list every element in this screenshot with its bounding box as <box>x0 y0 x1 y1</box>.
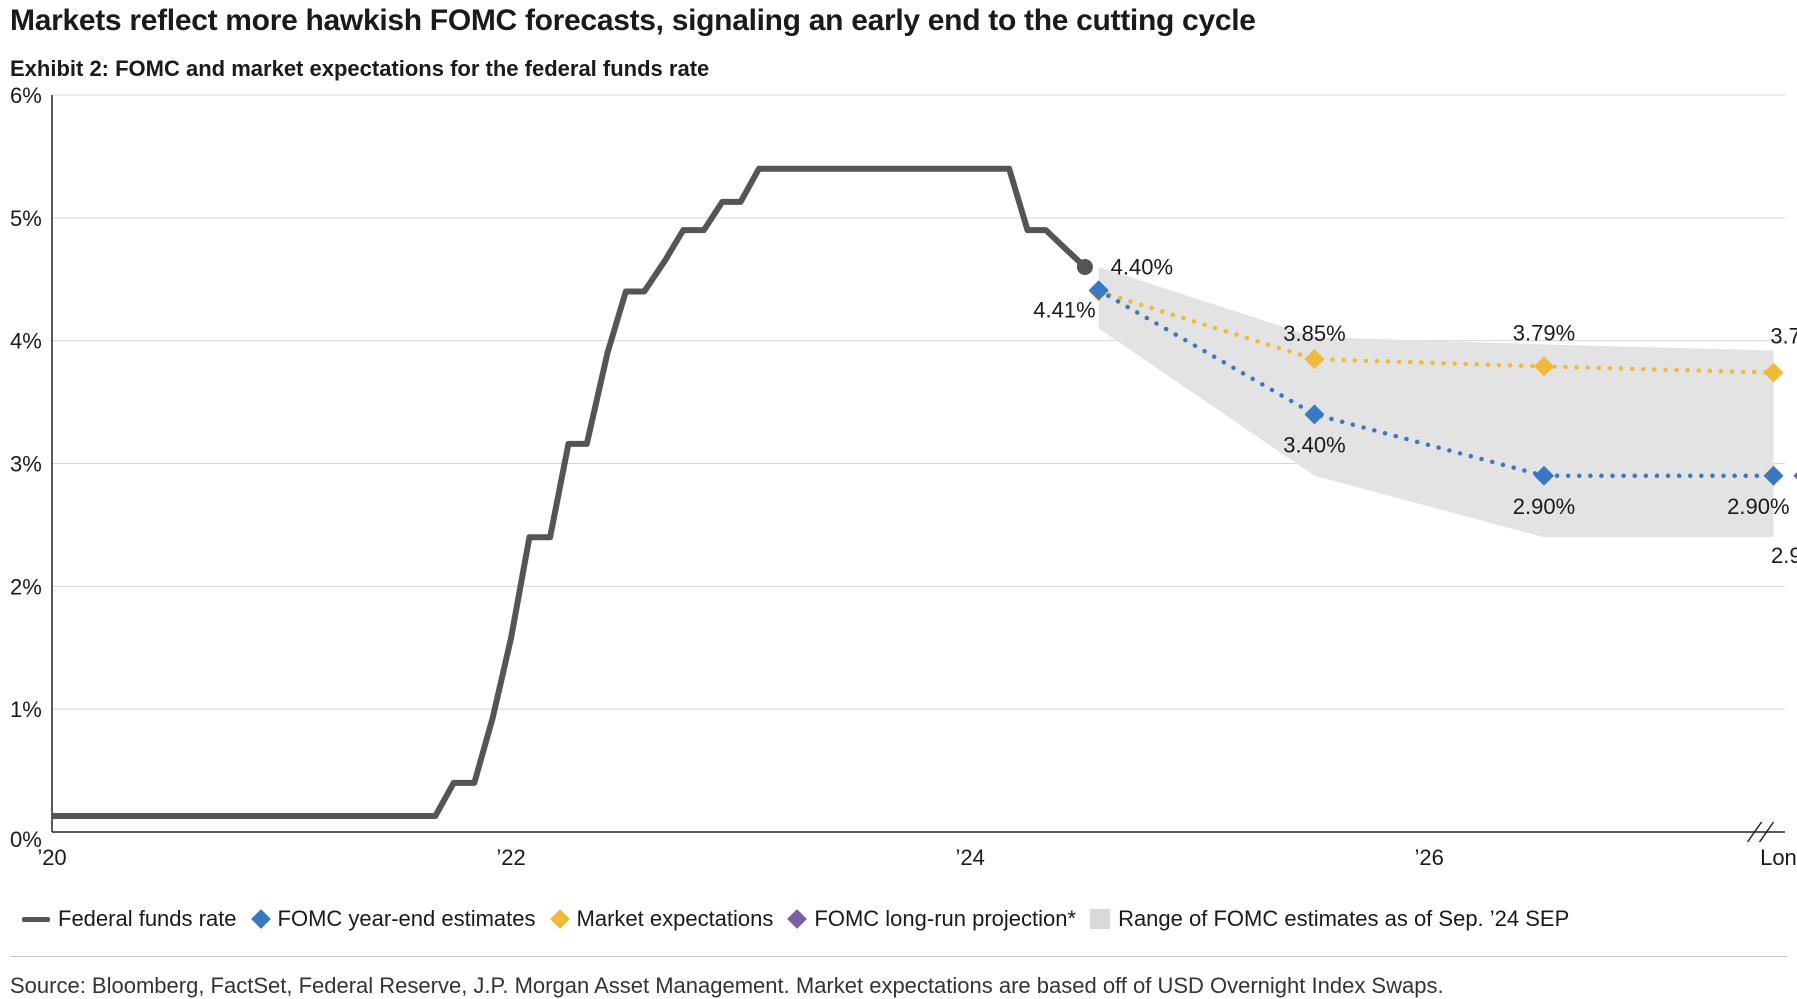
axis-break-mark <box>1758 821 1775 843</box>
y-tick-label: 3% <box>10 452 42 477</box>
x-tick-label: ’26 <box>1415 845 1444 870</box>
legend-label: FOMC long-run projection* <box>814 906 1077 931</box>
fomc-estimate-label: 2.90% <box>1727 494 1789 519</box>
legend-item-fed-funds: Federal funds rate <box>22 906 237 932</box>
y-tick-label: 0% <box>10 827 42 852</box>
legend-item-range: Range of FOMC estimates as of Sep. ’24 S… <box>1090 906 1569 932</box>
axis-break-mark <box>1746 821 1763 843</box>
legend-swatch-diamond <box>549 909 570 929</box>
x-tick-label: ’24 <box>955 845 984 870</box>
chart-legend: Federal funds rate FOMC year-end estimat… <box>22 906 1583 932</box>
fed-funds-endpoint <box>1076 258 1093 275</box>
y-tick-label: 5% <box>10 206 42 231</box>
legend-label: FOMC year-end estimates <box>277 906 536 931</box>
market-expectation-label: 3.79% <box>1513 320 1575 345</box>
y-tick-label: 2% <box>10 574 42 599</box>
legend-swatch-box <box>1090 909 1111 929</box>
legend-item-longrun: FOMC long-run projection* <box>787 906 1076 932</box>
market-expectation-label: 3.74% <box>1770 324 1797 349</box>
fomc-estimate-point <box>1088 280 1109 301</box>
x-tick-label: ’20 <box>37 845 66 870</box>
market-expectation-label: 3.85% <box>1283 321 1345 346</box>
fomc-range-band <box>1098 266 1774 538</box>
chart-subtitle: Exhibit 2: FOMC and market expectations … <box>10 56 710 81</box>
legend-label: Market expectations <box>576 906 774 931</box>
legend-label: Federal funds rate <box>58 906 237 931</box>
y-tick-label: 4% <box>10 329 42 354</box>
y-tick-label: 1% <box>10 697 42 722</box>
fomc-estimates-line <box>1096 288 1776 479</box>
y-tick-label: 6% <box>10 83 42 108</box>
legend-swatch-diamond <box>250 909 271 929</box>
fomc-estimate-point <box>1533 465 1554 486</box>
market-expectation-point <box>1533 356 1554 377</box>
legend-item-market: Market expectations <box>549 906 774 932</box>
fed-funds-line <box>52 165 1087 820</box>
legend-label: Range of FOMC estimates as of Sep. ’24 S… <box>1118 906 1570 931</box>
chart-plot: 0% 1% 2% 3% 4% 5% 6% ’20 ’22 ’24 ’26 Long run 4.40% 3… <box>10 83 1797 870</box>
chart-title: Markets reflect more hawkish FOMC foreca… <box>10 4 1256 37</box>
fomc-longrun-point <box>1793 472 1797 480</box>
source-note: Source: Bloomberg, FactSet, Federal Rese… <box>10 973 1444 998</box>
fomc-estimate-label: 2.90% <box>1513 494 1575 519</box>
fomc-longrun-label: 2.90% <box>1771 543 1797 568</box>
fomc-estimate-point <box>1304 404 1325 425</box>
market-expectation-label: 4.40% <box>1111 255 1173 280</box>
legend-swatch-line <box>22 916 50 922</box>
divider <box>10 956 1787 957</box>
fomc-estimate-label: 4.41% <box>1033 297 1095 322</box>
x-tick-label: Long run <box>1760 845 1797 870</box>
legend-item-fomc: FOMC year-end estimates <box>250 906 536 932</box>
fomc-estimate-point <box>1763 465 1784 486</box>
market-expectation-point <box>1304 349 1325 370</box>
market-expectations-line <box>1096 289 1776 375</box>
market-expectation-point <box>1763 362 1784 383</box>
fomc-estimate-label: 3.40% <box>1283 432 1345 457</box>
legend-swatch-diamond <box>787 909 808 929</box>
x-tick-label: ’22 <box>496 845 525 870</box>
